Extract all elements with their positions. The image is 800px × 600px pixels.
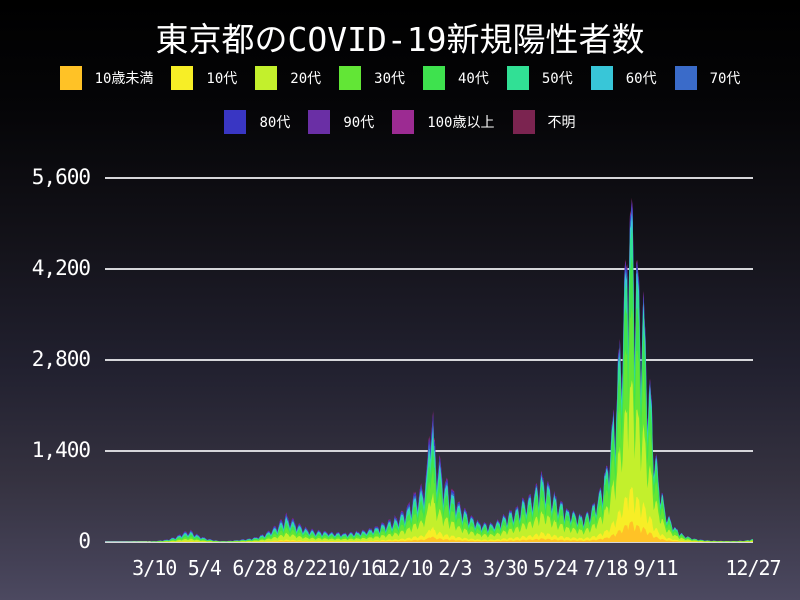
legend-item: 100歳以上	[392, 110, 495, 134]
legend-item: 90代	[308, 110, 374, 134]
x-tick-label: 3/30	[483, 556, 528, 580]
legend-item: 80代	[224, 110, 290, 134]
legend-swatch-icon	[59, 66, 82, 90]
legend-item: 20代	[255, 66, 321, 90]
legend-swatch-icon	[339, 66, 362, 90]
legend-swatch-icon	[171, 66, 194, 90]
legend-item: 70代	[674, 66, 741, 90]
y-tick-label: 4,200	[31, 256, 91, 280]
x-tick-label: 3/10	[132, 556, 177, 580]
x-tick-label: 5/4	[187, 556, 222, 580]
x-tick-label: 12/10	[377, 556, 433, 580]
legend-label: 100歳以上	[427, 115, 495, 131]
legend-label: 50代	[541, 71, 573, 87]
legend-label: 70代	[709, 71, 741, 87]
legend-label: 90代	[343, 115, 375, 131]
x-tick-label: 8/22	[282, 556, 328, 580]
area-series-10代	[105, 486, 753, 542]
legend-item: 不明	[512, 110, 576, 134]
legend-label: 40代	[458, 71, 489, 87]
x-tick-label: 6/28	[232, 556, 277, 580]
legend-swatch-icon	[590, 66, 613, 90]
legend-label: 10代	[206, 71, 238, 87]
legend-item: 50代	[506, 66, 573, 90]
x-tick-label: 5/24	[533, 556, 578, 580]
legend-label: 80代	[259, 115, 291, 131]
legend-item: 10歳未満	[59, 66, 154, 90]
x-tick-label: 7/18	[583, 556, 628, 580]
legend-row-2: 80代 90代 100歳以上 不明	[0, 109, 800, 135]
legend-swatch-icon	[423, 66, 445, 90]
area-series-20代	[105, 380, 753, 542]
chart-title: 東京都のCOVID-19新規陽性者数	[155, 20, 645, 59]
legend-swatch-icon	[506, 66, 529, 90]
legend-label: 不明	[547, 115, 576, 131]
y-tick-label: 1,400	[31, 438, 91, 462]
legend-label: 20代	[290, 71, 322, 87]
legend-swatch-icon	[674, 66, 697, 90]
legend-item: 60代	[590, 66, 657, 90]
legend-item: 40代	[423, 66, 489, 90]
legend-swatch-icon	[308, 110, 331, 134]
area-series-10歳未満	[105, 521, 753, 542]
area-series-30代	[105, 308, 753, 542]
legend-swatch-icon	[392, 110, 415, 134]
x-tick-label: 2/3	[438, 556, 472, 580]
legend-item: 30代	[339, 66, 405, 90]
legend-label: 10歳未満	[94, 71, 154, 87]
legend-label: 30代	[374, 71, 405, 87]
y-tick-label: 0	[78, 529, 91, 553]
x-tick-label: 10/16	[327, 556, 383, 580]
x-tick-label: 12/27	[725, 556, 781, 580]
x-tick-label: 9/11	[633, 556, 678, 580]
y-tick-label: 2,800	[31, 347, 91, 371]
y-tick-label: 5,600	[31, 165, 91, 189]
legend-swatch-icon	[512, 110, 535, 134]
legend-swatch-icon	[255, 66, 278, 90]
legend-swatch-icon	[224, 110, 247, 134]
legend-item: 10代	[171, 66, 237, 90]
legend-label: 60代	[625, 71, 657, 87]
legend-row-1: 10歳未満 10代 20代 30代 40代 50代 60代 70代	[0, 65, 800, 91]
